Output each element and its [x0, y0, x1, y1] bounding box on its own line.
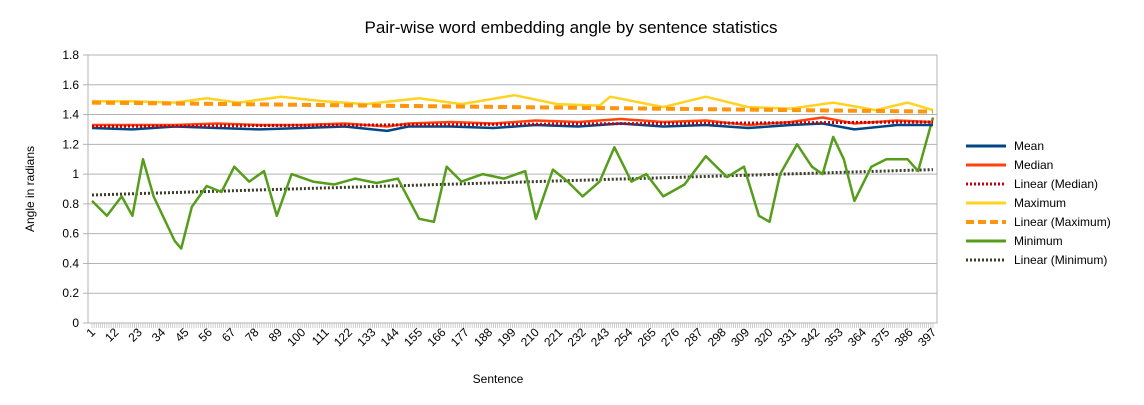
x-tick-label: 298 [705, 325, 729, 349]
x-tick-label: 309 [728, 325, 752, 349]
x-tick-label: 364 [845, 325, 869, 349]
series-line-mean [91, 122, 933, 133]
legend: Mean Median Linear (Median) Maximum Linear (… [966, 139, 1111, 267]
x-tick-label: 331 [775, 325, 799, 349]
x-tick-label: 122 [331, 325, 355, 349]
y-tick-label: 0 [72, 316, 79, 330]
x-tick-label: 320 [752, 325, 776, 349]
x-tick-label: 342 [798, 325, 822, 349]
x-tick-label: 265 [635, 325, 659, 349]
series-line-linear-median [91, 120, 934, 128]
x-tick-label: 397 [915, 325, 939, 349]
y-tick-label: 1.2 [62, 137, 79, 151]
legend-label-linear-maximum: Linear (Maximum) [1014, 215, 1111, 229]
y-tick-label: 1.4 [62, 108, 79, 122]
x-tick-label: 155 [401, 325, 425, 349]
x-tick-label: 89 [266, 325, 286, 345]
x-tick-label: 386 [892, 325, 916, 349]
x-tick-label: 144 [378, 325, 402, 349]
y-tick-label: 0.2 [62, 286, 79, 300]
y-tick-label: 1.8 [62, 48, 79, 62]
x-axis-ticks: 1 12 23 34 45 56 67 78 89 100 111 122 133 144 155 166 17… [83, 323, 939, 349]
series-line-minimum [91, 117, 935, 250]
plot-area [88, 55, 937, 323]
x-tick-label: 12 [102, 325, 122, 345]
x-tick-label: 199 [495, 325, 519, 349]
legend-label-median: Median [1014, 158, 1053, 172]
x-tick-label: 232 [565, 325, 589, 349]
x-tick-label: 177 [448, 325, 472, 349]
legend-label-linear-minimum: Linear (Minimum) [1014, 253, 1107, 267]
x-tick-label: 45 [172, 325, 192, 345]
x-tick-label: 353 [822, 325, 846, 349]
x-tick-label: 276 [658, 325, 682, 349]
series-line-maximum [92, 93, 934, 112]
chart-title: Pair-wise word embedding angle by senten… [365, 18, 778, 37]
series-line-median [92, 116, 934, 128]
x-tick-label: 34 [149, 325, 169, 345]
x-tick-label: 23 [125, 325, 145, 345]
x-tick-label: 188 [471, 325, 495, 349]
x-tick-marks [91, 323, 934, 328]
plot-border [87, 54, 938, 324]
series-line-linear-minimum [91, 168, 934, 197]
x-tick-label: 67 [219, 325, 239, 345]
y-tick-label: 0.6 [62, 227, 79, 241]
y-tick-label: 0.4 [62, 256, 79, 270]
x-tick-label: 78 [242, 325, 262, 345]
x-tick-label: 166 [424, 325, 448, 349]
x-tick-label: 375 [868, 325, 892, 349]
legend-label-linear-median: Linear (Median) [1014, 177, 1098, 191]
series-line-linear-maximum [91, 100, 934, 114]
x-tick-label: 56 [196, 325, 216, 345]
x-tick-label: 243 [588, 325, 612, 349]
x-tick-label: 100 [284, 325, 308, 349]
x-tick-label: 254 [611, 325, 635, 349]
y-tick-label: 1.6 [62, 78, 79, 92]
legend-label-maximum: Maximum [1014, 196, 1066, 210]
x-tick-label: 221 [541, 325, 565, 349]
y-tick-label: 0.8 [62, 197, 79, 211]
legend-label-mean: Mean [1014, 139, 1044, 153]
x-tick-label: 111 [309, 325, 332, 348]
x-tick-label: 133 [354, 325, 378, 349]
x-axis-label: Sentence [473, 372, 524, 386]
x-tick-label: 287 [681, 325, 705, 349]
y-axis-label: Angle in radians [23, 146, 37, 232]
series-lines [91, 93, 935, 250]
x-tick-label: 210 [518, 325, 542, 349]
legend-label-minimum: Minimum [1014, 234, 1063, 248]
y-tick-label: 1 [72, 167, 79, 181]
y-axis-ticks: 0 0.2 0.4 0.6 0.8 1 1.2 1.4 1.6 1.8 [62, 48, 88, 330]
